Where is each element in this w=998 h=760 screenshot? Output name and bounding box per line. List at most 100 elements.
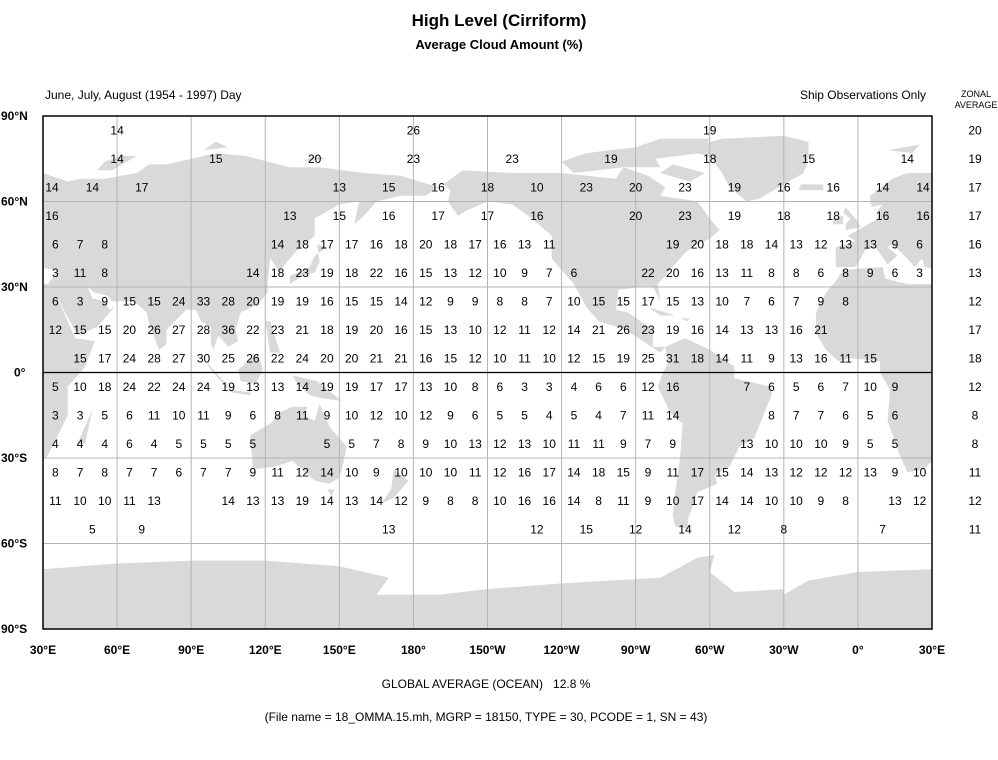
cell-value: 6 bbox=[126, 408, 133, 422]
cell-value: 9 bbox=[645, 494, 652, 508]
cell-value: 17 bbox=[98, 351, 112, 365]
cell-value: 9 bbox=[892, 380, 899, 394]
cell-value: 10 bbox=[345, 465, 359, 479]
cell-value: 8 bbox=[472, 494, 479, 508]
cell-value: 13 bbox=[765, 323, 779, 337]
cell-value: 12 bbox=[468, 266, 482, 280]
cell-value: 14 bbox=[666, 408, 680, 422]
cell-value: 13 bbox=[888, 494, 902, 508]
cell-value: 26 bbox=[246, 351, 260, 365]
cell-value: 12 bbox=[543, 323, 557, 337]
cell-value: 13 bbox=[246, 380, 260, 394]
cell-value: 18 bbox=[345, 266, 359, 280]
zonal-average-value: 19 bbox=[968, 152, 982, 166]
cell-value: 28 bbox=[222, 294, 236, 308]
cell-value: 10 bbox=[444, 465, 458, 479]
land-africa bbox=[815, 267, 932, 473]
cell-value: 8 bbox=[780, 522, 787, 536]
cell-value: 3 bbox=[77, 408, 84, 422]
cell-value: 16 bbox=[518, 494, 532, 508]
cell-value: 12 bbox=[296, 465, 310, 479]
cell-value: 13 bbox=[444, 266, 458, 280]
cell-value: 8 bbox=[101, 465, 108, 479]
land-greenland bbox=[680, 135, 809, 202]
cell-value: 15 bbox=[666, 294, 680, 308]
cell-value: 9 bbox=[645, 465, 652, 479]
land-scandinavia bbox=[870, 173, 932, 213]
cell-value: 14 bbox=[370, 494, 384, 508]
cell-value: 15 bbox=[98, 323, 112, 337]
cell-value: 7 bbox=[842, 380, 849, 394]
cell-value: 6 bbox=[571, 266, 578, 280]
cell-value: 14 bbox=[740, 494, 754, 508]
cell-value: 20 bbox=[246, 294, 260, 308]
cell-value: 8 bbox=[595, 494, 602, 508]
cell-value: 8 bbox=[398, 437, 405, 451]
cell-value: 20 bbox=[308, 152, 322, 166]
cell-value: 10 bbox=[73, 494, 87, 508]
land-sumatra bbox=[203, 358, 231, 390]
cell-value: 7 bbox=[879, 522, 886, 536]
cell-value: 15 bbox=[419, 323, 433, 337]
cell-value: 16 bbox=[916, 209, 930, 223]
cell-value: 18 bbox=[777, 209, 791, 223]
cell-value: 10 bbox=[394, 408, 408, 422]
cell-value: 6 bbox=[768, 294, 775, 308]
cell-value: 9 bbox=[620, 437, 627, 451]
cell-value: 12 bbox=[567, 351, 581, 365]
cell-value: 12 bbox=[419, 294, 433, 308]
lat-tick-label: 60°N bbox=[1, 195, 28, 209]
cell-value: 11 bbox=[271, 465, 284, 479]
cell-value: 13 bbox=[715, 266, 729, 280]
cell-value: 6 bbox=[620, 380, 627, 394]
cell-value: 28 bbox=[197, 323, 211, 337]
cell-value: 18 bbox=[827, 209, 841, 223]
cell-value: 24 bbox=[296, 351, 310, 365]
cell-value: 18 bbox=[715, 237, 729, 251]
cell-value: 21 bbox=[814, 323, 828, 337]
cell-value: 8 bbox=[447, 494, 454, 508]
cell-value: 9 bbox=[447, 408, 454, 422]
land-southamerica bbox=[657, 338, 772, 530]
cell-value: 11 bbox=[148, 408, 161, 422]
cell-value: 21 bbox=[592, 323, 606, 337]
cell-value: 5 bbox=[793, 380, 800, 394]
land-tasmania bbox=[327, 489, 335, 497]
cell-value: 8 bbox=[768, 266, 775, 280]
cell-value: 3 bbox=[521, 380, 528, 394]
cell-value: 7 bbox=[546, 294, 553, 308]
cell-value: 10 bbox=[913, 465, 927, 479]
land-svalbard bbox=[887, 144, 920, 154]
cell-value: 10 bbox=[530, 180, 544, 194]
cell-value: 16 bbox=[814, 351, 828, 365]
cell-value: 11 bbox=[741, 351, 754, 365]
cell-value: 13 bbox=[518, 237, 532, 251]
cell-value: 11 bbox=[123, 494, 136, 508]
cell-value: 17 bbox=[691, 494, 705, 508]
cell-value: 9 bbox=[842, 437, 849, 451]
cell-value: 20 bbox=[691, 237, 705, 251]
cell-value: 20 bbox=[123, 323, 137, 337]
cell-value: 10 bbox=[73, 380, 87, 394]
cell-value: 15 bbox=[592, 294, 606, 308]
cell-value: 14 bbox=[320, 465, 334, 479]
cell-value: 27 bbox=[172, 323, 186, 337]
cell-value: 23 bbox=[407, 152, 421, 166]
cell-value: 18 bbox=[394, 237, 408, 251]
cell-value: 11 bbox=[642, 408, 655, 422]
cell-value: 10 bbox=[444, 437, 458, 451]
cell-value: 12 bbox=[641, 380, 655, 394]
cell-value: 25 bbox=[641, 351, 655, 365]
cell-value: 23 bbox=[271, 323, 285, 337]
cell-value: 5 bbox=[497, 408, 504, 422]
cell-value: 9 bbox=[768, 351, 775, 365]
cell-value: 14 bbox=[567, 494, 581, 508]
cell-value: 5 bbox=[867, 408, 874, 422]
cell-value: 15 bbox=[73, 351, 87, 365]
cell-value: 10 bbox=[790, 437, 804, 451]
cell-value: 16 bbox=[320, 294, 334, 308]
cell-value: 15 bbox=[419, 266, 433, 280]
cell-value: 6 bbox=[175, 465, 182, 479]
cell-value: 10 bbox=[444, 380, 458, 394]
